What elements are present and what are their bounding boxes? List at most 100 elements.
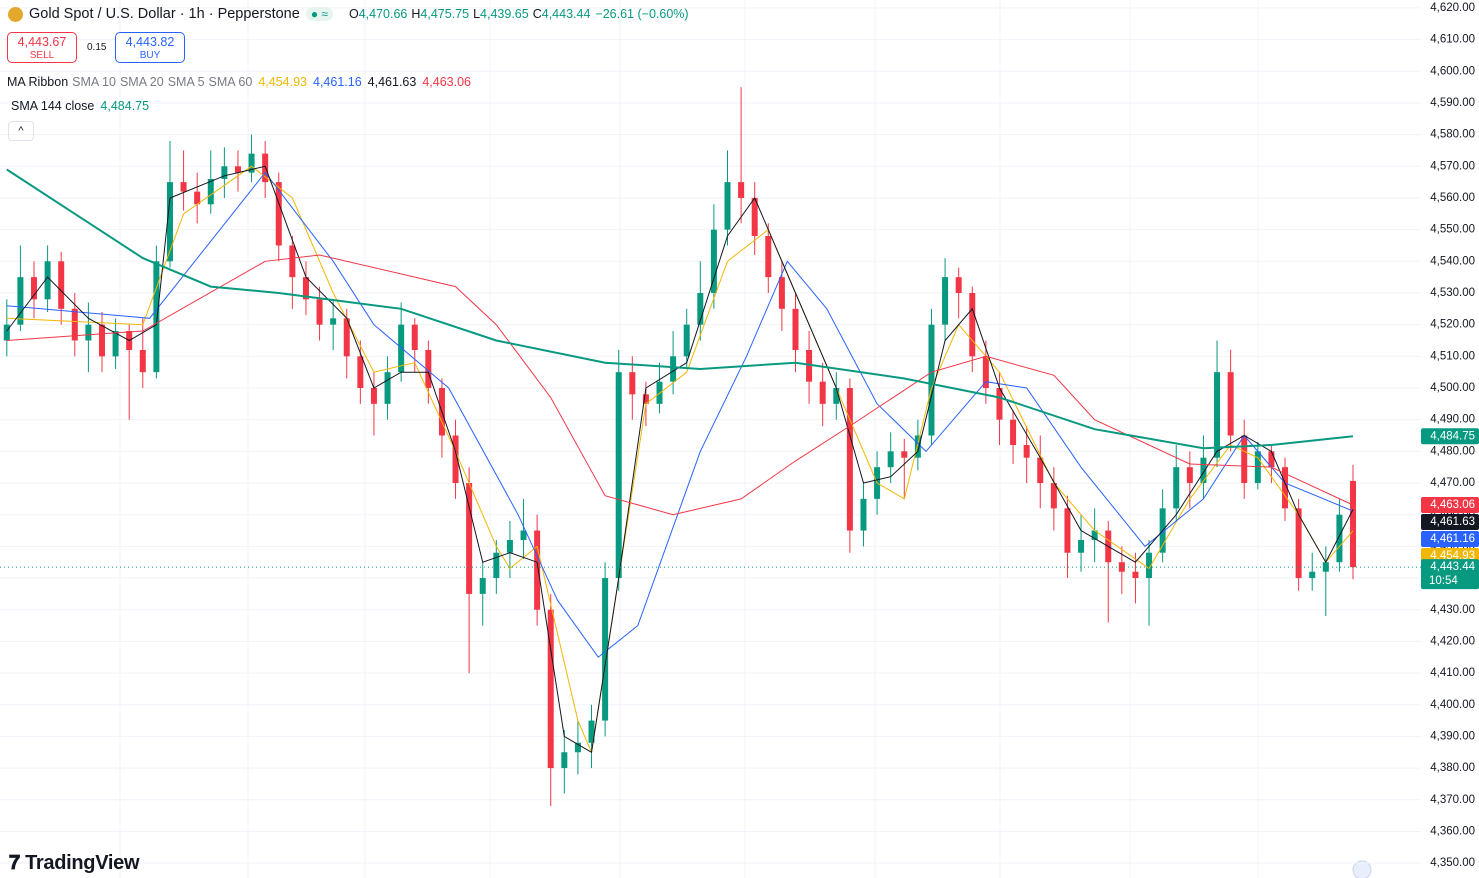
y-tick-label: 4,510.00 xyxy=(1430,350,1475,362)
legend-name: SMA 10 xyxy=(72,75,116,89)
candle-body xyxy=(724,182,731,230)
legend-value: 4,484.75 xyxy=(100,99,150,113)
buy-label: BUY xyxy=(139,50,161,61)
ohlc-value: 4,439.65 xyxy=(480,7,529,21)
ma-line xyxy=(6,165,1354,755)
candle-body xyxy=(1282,467,1289,509)
candle-body xyxy=(207,178,214,205)
buy-button[interactable]: 4,443.82 BUY xyxy=(115,32,185,63)
ma-line xyxy=(6,165,1354,754)
price-tag-label: 4,454.93 xyxy=(1430,550,1475,562)
candle-body xyxy=(17,277,24,325)
symbol-icon xyxy=(8,6,23,22)
candle-body xyxy=(1023,445,1030,458)
candle-body xyxy=(942,277,949,325)
price-change: −26.61 (−0.60%) xyxy=(595,7,689,21)
candle-body xyxy=(71,308,78,341)
candle-body xyxy=(833,388,840,404)
legend-name: SMA 144 close xyxy=(11,99,95,113)
ribbon-legend[interactable]: MA Ribbon SMA 10 SMA 20 SMA 5 SMA 60 4,454.93… xyxy=(7,75,471,89)
symbol-title[interactable]: Gold Spot / U.S. Dollar · 1h · Peppersto… xyxy=(29,6,300,22)
y-tick-label: 4,590.00 xyxy=(1430,97,1475,109)
price-tag-label: 4,463.06 xyxy=(1430,499,1475,511)
candle-body xyxy=(1268,451,1275,468)
sma-legend[interactable]: SMA 144 close 4,484.75 xyxy=(7,99,149,113)
y-tick-label: 4,550.00 xyxy=(1430,224,1475,236)
candle-body xyxy=(806,349,813,382)
flag-icon[interactable] xyxy=(1352,860,1372,878)
candle-body xyxy=(1118,562,1125,572)
ohlc-value: 4,470.66 xyxy=(358,7,408,21)
ma-line xyxy=(6,254,1354,516)
candle-body xyxy=(615,372,622,579)
buy-price: 4,443.82 xyxy=(125,35,175,49)
price-tag xyxy=(1421,428,1479,445)
candle-body xyxy=(1227,372,1234,436)
candle-body xyxy=(955,277,962,293)
candle-body xyxy=(58,261,65,309)
candle-body xyxy=(85,324,92,341)
candle-body xyxy=(330,318,337,325)
candle-body xyxy=(1050,483,1057,509)
y-tick-label: 4,400.00 xyxy=(1430,699,1475,711)
y-tick-label: 4,620.00 xyxy=(1430,2,1475,14)
candle-body xyxy=(1010,419,1017,446)
status-badge[interactable]: ● ≈ xyxy=(305,7,333,21)
candle-body xyxy=(1091,530,1098,541)
candle-body xyxy=(1322,562,1329,572)
candle-body xyxy=(914,435,921,458)
y-tick-label: 4,520.00 xyxy=(1430,319,1475,331)
candle-body xyxy=(1064,508,1071,553)
candle-body xyxy=(425,349,432,389)
y-tick-label: 4,600.00 xyxy=(1430,65,1475,77)
candle-body xyxy=(398,324,405,373)
candle-body xyxy=(493,552,500,579)
candle-body xyxy=(778,277,785,309)
candle-body xyxy=(1173,467,1180,509)
candle-body xyxy=(792,308,799,350)
candle-body xyxy=(1200,457,1207,484)
price-tag xyxy=(1421,514,1479,531)
candle-body xyxy=(153,261,160,373)
grid xyxy=(0,7,1421,864)
candle-body xyxy=(234,166,241,173)
candle-body xyxy=(1350,480,1357,568)
sell-button[interactable]: 4,443.67 SELL xyxy=(7,32,77,63)
legend-value: 4,454.93 xyxy=(258,75,307,89)
candle-body xyxy=(479,578,486,594)
candle-body xyxy=(289,245,296,278)
candle-body xyxy=(860,498,867,531)
candle-body xyxy=(30,277,37,300)
y-tick-label: 4,470.00 xyxy=(1430,477,1475,489)
y-tick-label: 4,430.00 xyxy=(1430,604,1475,616)
candle-body xyxy=(180,182,187,192)
ohlc-value: 4,443.44 xyxy=(541,7,591,21)
candle-body xyxy=(98,324,105,357)
y-tick-label: 4,560.00 xyxy=(1430,192,1475,204)
legend-value: 4,463.06 xyxy=(422,75,472,89)
candle-body xyxy=(221,166,228,179)
candle-body xyxy=(670,356,677,382)
sell-label: SELL xyxy=(29,50,55,61)
candle-body xyxy=(928,324,935,436)
price-tag-label: 4,461.63 xyxy=(1430,516,1475,528)
candle-body xyxy=(1146,552,1153,579)
candle-body xyxy=(887,451,894,468)
y-tick-label: 4,390.00 xyxy=(1430,730,1475,742)
last-price-label: 4,443.44 xyxy=(1430,561,1475,573)
candle-body xyxy=(1295,508,1302,579)
candle-body xyxy=(574,742,581,753)
candle-body xyxy=(901,451,908,458)
collapse-button[interactable]: ^ xyxy=(8,121,34,141)
candle-body xyxy=(452,435,459,484)
logo-text: TradingView xyxy=(25,852,140,874)
candle-body xyxy=(819,381,826,404)
legend-name: SMA 5 xyxy=(167,75,205,89)
ohlc-key: C xyxy=(532,7,542,21)
legend-value: 4,461.16 xyxy=(313,75,362,89)
candle-body xyxy=(1214,372,1221,458)
ohlc-value: 4,475.75 xyxy=(420,7,470,21)
symbol-header: Gold Spot / U.S. Dollar · 1h · Peppersto… xyxy=(8,6,689,22)
logo: 𝟕 TradingView xyxy=(9,852,140,874)
